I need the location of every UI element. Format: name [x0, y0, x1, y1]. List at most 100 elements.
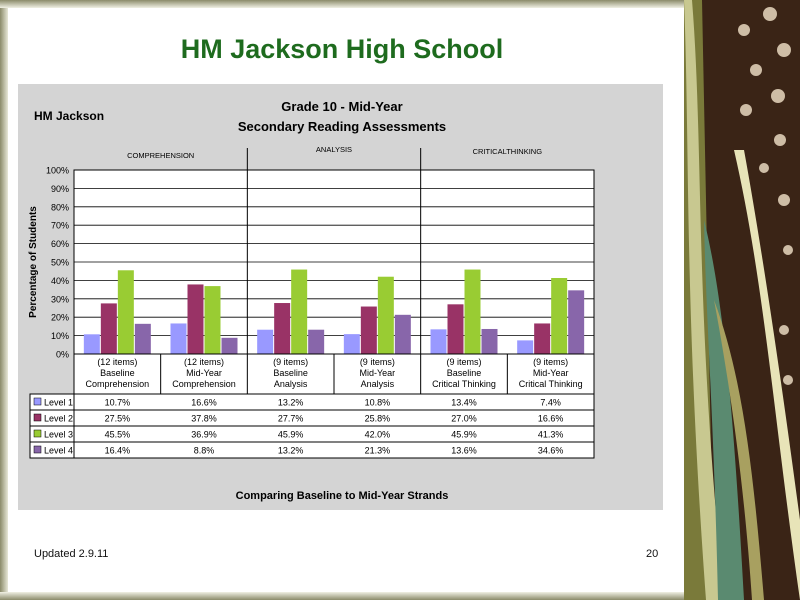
legend-label: Level 4	[44, 446, 73, 456]
category-label: Mid-Year	[186, 368, 222, 378]
category-label: Baseline	[100, 368, 135, 378]
category-label: Critical Thinking	[432, 379, 496, 389]
category-label: Critical Thinking	[519, 379, 583, 389]
bar-level-4	[308, 329, 325, 354]
bar-level-4	[221, 337, 238, 354]
y-tick-label: 90%	[51, 184, 69, 194]
category-label: Comprehension	[86, 379, 150, 389]
bar-level-4	[568, 290, 585, 354]
category-label: (9 items)	[360, 357, 395, 367]
category-label: (9 items)	[533, 357, 568, 367]
data-label: 27.5%	[105, 414, 131, 424]
data-label: 45.9%	[278, 430, 304, 440]
category-label: Baseline	[447, 368, 482, 378]
category-label: Baseline	[273, 368, 308, 378]
bar-level-2	[274, 303, 291, 354]
decorative-side-panel	[684, 0, 800, 600]
data-label: 27.0%	[451, 414, 477, 424]
bar-level-3	[204, 286, 221, 354]
data-label: 37.8%	[191, 414, 217, 424]
bar-level-1	[170, 323, 187, 354]
chart-title-line1: Grade 10 - Mid-Year	[281, 99, 402, 114]
data-label: 16.6%	[191, 398, 217, 408]
page-number: 20	[646, 548, 659, 560]
data-label: 34.6%	[538, 446, 564, 456]
bar-level-2	[360, 306, 377, 354]
group-label: ANALYSIS	[316, 145, 352, 154]
y-tick-label: 30%	[51, 294, 69, 304]
legend-swatch	[33, 413, 42, 422]
slide-frame-top	[0, 0, 684, 8]
category-label: Analysis	[361, 379, 395, 389]
data-label: 10.8%	[365, 398, 391, 408]
data-label: 21.3%	[365, 446, 391, 456]
category-label: (12 items)	[184, 357, 224, 367]
bar-level-3	[551, 278, 568, 354]
updated-date: Updated 2.9.11	[34, 548, 109, 560]
legend-swatch	[33, 429, 42, 438]
bar-level-4	[134, 323, 151, 354]
bar-level-2	[447, 304, 464, 354]
data-label: 25.8%	[365, 414, 391, 424]
slide-frame-bottom	[0, 592, 684, 600]
bar-level-4	[394, 314, 411, 354]
category-label: Comprehension	[172, 379, 236, 389]
y-tick-label: 10%	[51, 331, 69, 341]
legend-label: Level 1	[44, 398, 73, 408]
legend-label: Level 2	[44, 414, 73, 424]
bar-level-1	[517, 340, 534, 354]
chart-corner-label: HM Jackson	[34, 109, 104, 123]
y-tick-label: 70%	[51, 221, 69, 231]
y-tick-label: 40%	[51, 276, 69, 286]
y-tick-label: 0%	[56, 350, 69, 360]
data-label: 45.9%	[451, 430, 477, 440]
data-label: 8.8%	[194, 446, 215, 456]
data-label: 16.4%	[105, 446, 131, 456]
bar-level-1	[430, 329, 447, 354]
legend-swatch	[33, 445, 42, 454]
bar-level-1	[83, 334, 100, 354]
data-label: 45.5%	[105, 430, 131, 440]
category-label: (9 items)	[273, 357, 308, 367]
group-label: COMPREHENSION	[127, 151, 194, 160]
bar-level-3	[291, 269, 308, 354]
bar-level-3	[117, 270, 134, 354]
y-tick-label: 80%	[51, 202, 69, 212]
data-label: 7.4%	[540, 398, 561, 408]
category-label: Mid-Year	[359, 368, 395, 378]
bar-level-2	[534, 323, 551, 354]
x-axis-title: Comparing Baseline to Mid-Year Strands	[236, 490, 449, 502]
data-label: 41.3%	[538, 430, 564, 440]
category-label: Analysis	[274, 379, 308, 389]
slide-title: HM Jackson High School	[180, 34, 504, 64]
bar-chart: HM Jackson Grade 10 - Mid-Year Secondary…	[28, 99, 595, 502]
y-axis-title: Percentage of Students	[28, 206, 39, 318]
y-tick-label: 100%	[46, 166, 69, 176]
data-label: 42.0%	[365, 430, 391, 440]
bar-level-2	[187, 284, 204, 354]
slide-frame-left	[0, 0, 8, 600]
chart-container: HM Jackson Grade 10 - Mid-Year Secondary…	[18, 84, 663, 510]
bar-level-1	[343, 334, 360, 354]
data-label: 10.7%	[105, 398, 131, 408]
y-tick-label: 50%	[51, 258, 69, 268]
group-label: CRITICALTHINKING	[473, 147, 543, 156]
data-label: 36.9%	[191, 430, 217, 440]
data-label: 16.6%	[538, 414, 564, 424]
table-row	[29, 441, 595, 459]
y-tick-label: 20%	[51, 313, 69, 323]
bar-level-1	[257, 329, 274, 354]
data-label: 13.4%	[451, 398, 477, 408]
category-label: (9 items)	[446, 357, 481, 367]
data-label: 13.2%	[278, 446, 304, 456]
bar-level-4	[481, 328, 498, 354]
bar-level-3	[377, 276, 394, 354]
legend-label: Level 3	[44, 430, 73, 440]
category-label: (12 items)	[97, 357, 137, 367]
category-label: Mid-Year	[533, 368, 569, 378]
bar-level-2	[100, 303, 117, 354]
data-label: 13.6%	[451, 446, 477, 456]
legend-swatch	[33, 397, 42, 406]
chart-title-line2: Secondary Reading Assessments	[238, 119, 446, 134]
y-tick-label: 60%	[51, 239, 69, 249]
